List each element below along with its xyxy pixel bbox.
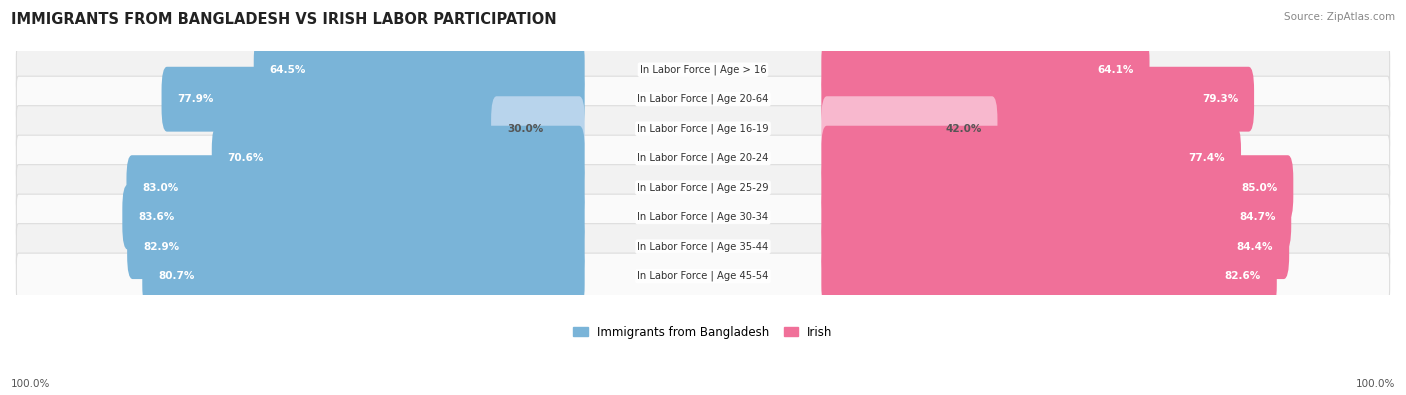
Text: 82.9%: 82.9% — [143, 242, 179, 252]
FancyBboxPatch shape — [17, 194, 1389, 240]
FancyBboxPatch shape — [17, 135, 1389, 181]
Text: 85.0%: 85.0% — [1241, 182, 1278, 193]
FancyBboxPatch shape — [212, 126, 585, 191]
FancyBboxPatch shape — [491, 96, 585, 161]
Text: 100.0%: 100.0% — [1355, 379, 1395, 389]
Text: In Labor Force | Age 20-64: In Labor Force | Age 20-64 — [637, 94, 769, 104]
FancyBboxPatch shape — [17, 76, 1389, 122]
FancyBboxPatch shape — [122, 185, 585, 250]
Text: Source: ZipAtlas.com: Source: ZipAtlas.com — [1284, 12, 1395, 22]
Text: 83.0%: 83.0% — [142, 182, 179, 193]
FancyBboxPatch shape — [17, 106, 1389, 152]
Text: In Labor Force | Age 45-54: In Labor Force | Age 45-54 — [637, 271, 769, 281]
FancyBboxPatch shape — [821, 185, 1291, 250]
Text: In Labor Force | Age > 16: In Labor Force | Age > 16 — [640, 64, 766, 75]
Text: 42.0%: 42.0% — [945, 124, 981, 134]
FancyBboxPatch shape — [127, 155, 585, 220]
Legend: Immigrants from Bangladesh, Irish: Immigrants from Bangladesh, Irish — [569, 321, 837, 343]
FancyBboxPatch shape — [17, 47, 1389, 93]
Text: 100.0%: 100.0% — [11, 379, 51, 389]
FancyBboxPatch shape — [127, 214, 585, 279]
Text: In Labor Force | Age 30-34: In Labor Force | Age 30-34 — [637, 212, 769, 222]
FancyBboxPatch shape — [821, 67, 1254, 132]
FancyBboxPatch shape — [821, 126, 1241, 191]
Text: 84.7%: 84.7% — [1239, 212, 1275, 222]
FancyBboxPatch shape — [253, 37, 585, 102]
FancyBboxPatch shape — [17, 253, 1389, 299]
Text: In Labor Force | Age 20-24: In Labor Force | Age 20-24 — [637, 153, 769, 164]
Text: 83.6%: 83.6% — [138, 212, 174, 222]
FancyBboxPatch shape — [821, 37, 1150, 102]
FancyBboxPatch shape — [821, 96, 997, 161]
FancyBboxPatch shape — [142, 244, 585, 308]
FancyBboxPatch shape — [821, 214, 1289, 279]
Text: In Labor Force | Age 25-29: In Labor Force | Age 25-29 — [637, 182, 769, 193]
Text: 64.5%: 64.5% — [270, 65, 307, 75]
FancyBboxPatch shape — [821, 244, 1277, 308]
FancyBboxPatch shape — [17, 165, 1389, 211]
FancyBboxPatch shape — [821, 155, 1294, 220]
Text: 77.9%: 77.9% — [177, 94, 214, 104]
Text: 64.1%: 64.1% — [1097, 65, 1133, 75]
Text: 77.4%: 77.4% — [1188, 153, 1225, 163]
Text: 84.4%: 84.4% — [1237, 242, 1274, 252]
Text: 80.7%: 80.7% — [157, 271, 194, 281]
Text: 82.6%: 82.6% — [1225, 271, 1261, 281]
Text: IMMIGRANTS FROM BANGLADESH VS IRISH LABOR PARTICIPATION: IMMIGRANTS FROM BANGLADESH VS IRISH LABO… — [11, 12, 557, 27]
Text: In Labor Force | Age 16-19: In Labor Force | Age 16-19 — [637, 124, 769, 134]
Text: 30.0%: 30.0% — [508, 124, 543, 134]
Text: 70.6%: 70.6% — [228, 153, 264, 163]
FancyBboxPatch shape — [162, 67, 585, 132]
Text: In Labor Force | Age 35-44: In Labor Force | Age 35-44 — [637, 241, 769, 252]
Text: 79.3%: 79.3% — [1202, 94, 1239, 104]
FancyBboxPatch shape — [17, 224, 1389, 270]
